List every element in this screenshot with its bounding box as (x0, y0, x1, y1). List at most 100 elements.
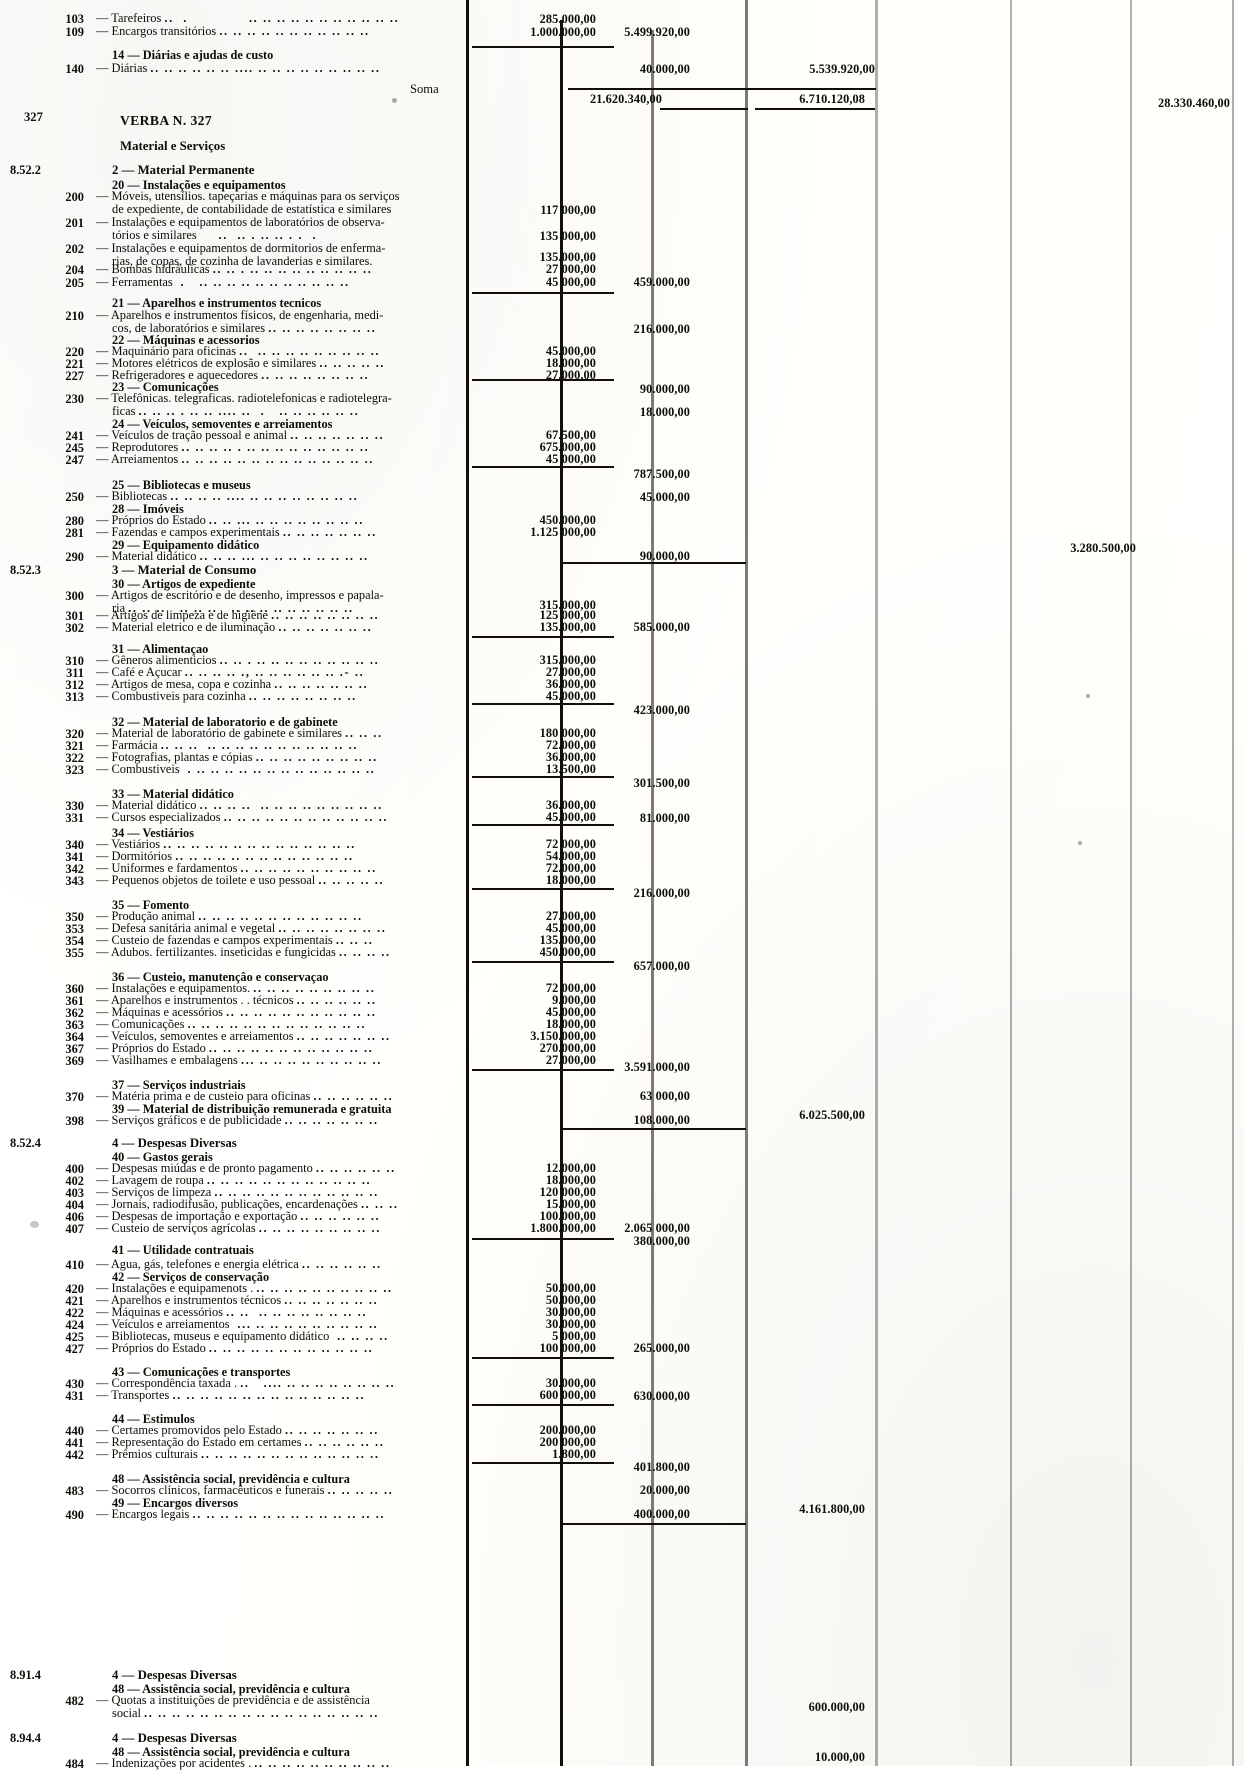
item-label: — Custeio de fazendas e campos experimen… (96, 933, 374, 947)
item-code: 302 (65, 621, 84, 635)
scan-speck (30, 1221, 39, 1228)
total-rule (660, 108, 748, 110)
subtotal-value: 5.499.920,00 (624, 25, 690, 39)
item-value: 27 000,00 (545, 262, 596, 276)
item-text: Combustiveis para cozinha (111, 689, 246, 703)
item-label: — Bibliotecas, museus e equipamento didá… (96, 1329, 389, 1343)
item-text: Uniformes e fardamentos (111, 861, 238, 875)
item-label: — Material de laboratório de gabinete e … (96, 726, 383, 740)
item-value: 3.150.000,00 (530, 1029, 596, 1043)
section-heading: 4 — Despesas Diversas (112, 1731, 237, 1745)
group-subtotal: 787.500,00 (633, 467, 690, 481)
item-value: 117 000,00 (540, 203, 596, 217)
item-label: — Custeio de serviços agrícolas .. .. ..… (96, 1221, 381, 1235)
group-label: 23 — Comunicações (112, 380, 219, 394)
item-code: 247 (65, 453, 84, 467)
leader-dots: .. .. .. .. .. .. .. .. .. .. .. .. (206, 1173, 372, 1187)
item-label: — Instalações e equipamentos. .. .. .. .… (96, 981, 376, 995)
item-label: — Máquinas e acessórios .. .. .. .. .. .… (96, 1305, 368, 1319)
item-text: Farmácia (111, 738, 158, 752)
leader-dots: .. .. .. .. .. .. .. .. .. (258, 1221, 381, 1235)
item-text: Instalações e equipamentos de laboratóri… (111, 215, 385, 229)
item-code: 321 (65, 739, 84, 753)
item-label: — Próprios do Estado .. .. ... .. .. .. … (96, 513, 364, 527)
soma-label: Soma (410, 82, 439, 96)
item-code: 245 (65, 441, 84, 455)
item-code: 280 (65, 514, 84, 528)
item-text: Lavagem de roupa (111, 1173, 204, 1187)
leader-dots: .. .. .. ... .. .. .. .. .. .. .. .. (199, 549, 369, 563)
leader-dots: .. .. .. . .. .. .... .. . .. .. .. .. .… (138, 404, 360, 418)
item-label: — Móveis, utensílios. tapeçarias e máqui… (96, 189, 400, 203)
leader-dots: .. .. .. .. .. .. .. .. .. .. .. .. .. .… (144, 1706, 379, 1720)
leader-dots: .. .. .. .. (338, 945, 391, 959)
item-value: 50.000,00 (545, 1293, 596, 1307)
item-text: Bombas hidráulicas (111, 262, 210, 276)
leader-dots: .. .. .. .. .. .. .. .. .. .. .. .. .. .… (192, 1507, 386, 1521)
group-subtotal: 265.000,00 (633, 1341, 690, 1355)
leader-dots: . .. .. .. .. .. .. .. .. .. .. .. .. .. (182, 762, 376, 776)
leader-dots: .. .. .. .. .. .. (296, 993, 377, 1007)
group-subtotal: 90.000,00 (639, 549, 690, 563)
group-subtotal: 459.000,00 (633, 275, 690, 289)
group-label: 36 — Custeio, manutençâo e conservaçao (112, 970, 329, 984)
scan-speck (1078, 841, 1082, 845)
subtotal-rule (472, 776, 614, 778)
leader-dots: .. .. .. .. ., .. .. .. .. .. .. .- .. (184, 665, 365, 679)
item-label: — Encargos legais .. .. .. .. .. .. .. .… (96, 1507, 386, 1521)
consignacao-total: 21.620.340,00 (589, 92, 662, 106)
item-label: — Fazendas e campos experimentais .. .. … (96, 525, 377, 539)
item-code: 407 (65, 1222, 84, 1236)
item-text: Máquinas e acessórios (111, 1305, 224, 1319)
item-text: Material didático (111, 549, 197, 563)
leader-dots: .. .. .. .. .. (318, 873, 385, 887)
item-value: 36.000,00 (545, 750, 596, 764)
item-value: 600 000,00 (539, 1388, 596, 1402)
item-label-cont: cos, de laboratórios e similares .. .. .… (112, 322, 376, 335)
leader-dots: .. .. .. .. .. .. .. (296, 1029, 391, 1043)
item-code: 341 (65, 850, 84, 864)
item-label: — Instalações e equipamenots . .. .. .. … (96, 1281, 393, 1295)
item-code: 204 (65, 263, 84, 277)
leader-dots: .. .... .. .. .. .. .. .. .. .. (240, 1376, 396, 1390)
item-code: 340 (65, 838, 84, 852)
section-total: 4.161.800,00 (799, 1502, 865, 1516)
leader-dots: .. .. .. .. .. .. .. (284, 1293, 379, 1307)
subtotal-rule (472, 1357, 614, 1359)
item-value: 450.000,00 (539, 513, 596, 527)
group-label: 34 — Vestiários (112, 826, 194, 840)
item-label: — Aparelhos e instrumentos técnicos .. .… (96, 1293, 379, 1307)
item-code: 353 (65, 922, 84, 936)
column-rule-1 (466, 0, 469, 1766)
budget-code: 8.52.3 (10, 563, 41, 577)
group-label: 49 — Encargos diversos (112, 1496, 239, 1510)
item-label: — Comunicações .. .. .. .. .. .. .. .. .… (96, 1017, 367, 1031)
item-label: — Prêmios culturais .. .. .. .. .. .. ..… (96, 1447, 380, 1461)
item-code: 484 (65, 1757, 84, 1771)
item-code: 406 (65, 1210, 84, 1224)
item-label: — Representação do Estado em certames ..… (96, 1435, 385, 1449)
leader-dots: .. .. .. .. .. .. .. (290, 428, 385, 442)
budget-code: 8.52.4 (10, 1136, 41, 1150)
item-code: 350 (65, 910, 84, 924)
leader-dots: ... .. .. .. .. .. .. .. .. .. (241, 1053, 382, 1067)
item-label: — Produção animal .. .. .. .. .. .. .. .… (96, 909, 363, 923)
item-text: Aparelhos e instrumentos técnicos (110, 1293, 282, 1307)
group-label: 31 — Alimentaçao (112, 642, 209, 656)
leader-dots: .. .. .. .. .. .. .. .. .. .. .. .. (214, 1185, 379, 1199)
item-text: Dormitórios (111, 849, 173, 863)
item-code: 482 (65, 1694, 84, 1708)
leader-dots: .. .. .. .. .. .. .. .. .. .. .. .. .. .… (128, 601, 354, 615)
page-marker: 327 (24, 110, 43, 124)
item-text: Instalações e equipamentos. (111, 981, 251, 995)
item-text: Correspondência taxada . (111, 1376, 238, 1390)
item-value: 1.125 000,00 (530, 525, 596, 539)
item-code: 201 (65, 216, 84, 230)
item-code: 312 (65, 678, 84, 692)
leader-dots: .. .. .. .. .. .. .. (274, 677, 369, 691)
item-value: 15.000,00 (545, 1197, 596, 1211)
group-label: 48 — Assistência social, previdência e c… (112, 1682, 350, 1696)
item-value: 18.000,00 (545, 356, 596, 370)
item-text: Pequenos objetos de toilete e uso pessoa… (111, 873, 316, 887)
item-value: 135.000,00 (539, 620, 596, 634)
